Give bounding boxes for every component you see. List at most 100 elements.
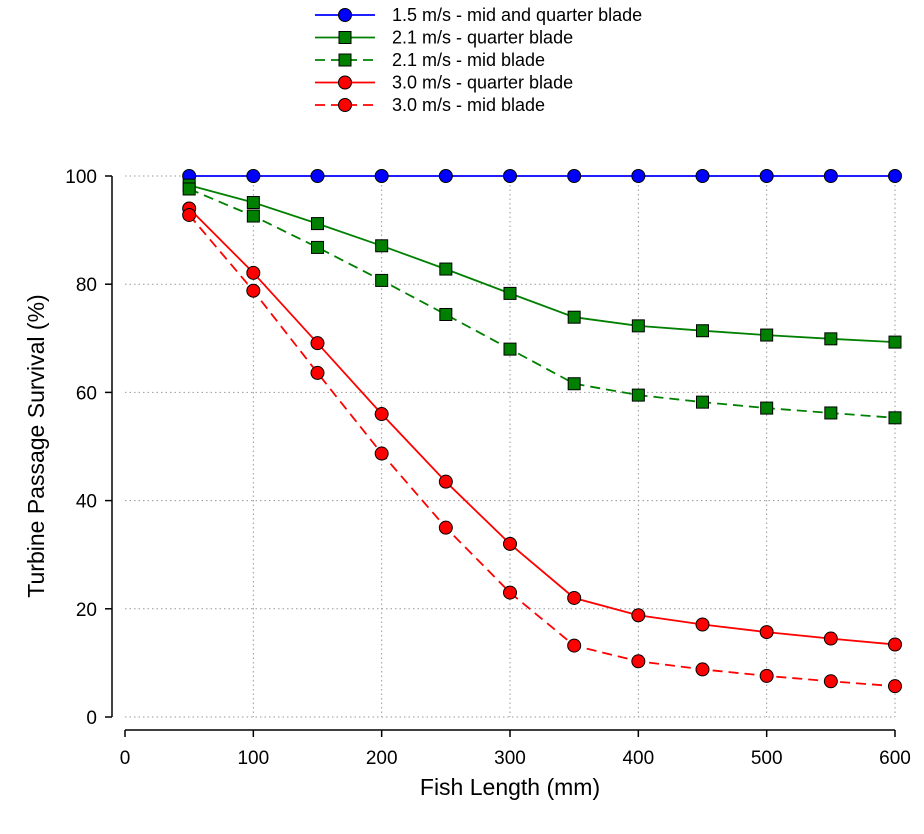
series-4-point-marker: [246, 265, 261, 280]
axes: [111, 176, 895, 731]
series-2: [182, 178, 902, 349]
y-tick-label: 0: [86, 708, 97, 729]
ticks: 0 100 200 300 400 500 600 0 20 40 60 80 100: [65, 167, 911, 769]
series-4-point-marker: [374, 407, 389, 422]
series-4-point-marker: [567, 590, 582, 605]
series-4-point-marker: [310, 336, 325, 351]
series-5-point-marker: [695, 662, 710, 677]
series-1-point-marker: [246, 169, 261, 183]
legend: 1.5 m/s - mid and quarter blade 2.1 m/s -…: [315, 5, 642, 115]
y-axis-title: Turbine Passage Survival (%): [23, 294, 49, 597]
series-1: [182, 169, 902, 183]
x-tick-label: 300: [494, 748, 526, 769]
series-2-point-marker: [567, 310, 581, 324]
x-tick-label: 600: [879, 748, 911, 769]
series-3-point-marker: [375, 273, 389, 287]
series-5: [182, 207, 902, 694]
series-5-point-marker: [438, 520, 453, 535]
series-4-point-marker: [695, 617, 710, 632]
series-3-point-marker: [246, 209, 260, 223]
series-2-point-marker: [696, 324, 709, 338]
legend-marker: [338, 31, 352, 44]
series-4-point-marker: [823, 631, 838, 646]
x-tick-label: 0: [120, 748, 131, 769]
series-2-point-marker: [311, 217, 324, 231]
series-4-point-marker: [888, 637, 902, 652]
y-tick-label: 40: [76, 492, 97, 513]
series-2-point-marker: [503, 286, 517, 300]
series-2-line: [188, 184, 896, 343]
legend-label: 1.5 m/s - mid and quarter blade: [392, 5, 642, 25]
series-lines: [182, 169, 902, 694]
series-3-point-marker: [824, 406, 838, 420]
legend-item-2: 2.1 m/s - quarter blade: [315, 28, 573, 48]
legend-item-1: 1.5 m/s - mid and quarter blade: [315, 5, 642, 25]
series-1-point-marker: [888, 169, 902, 183]
grid: [125, 175, 896, 718]
series-3-point-marker: [503, 342, 517, 356]
legend-marker: [338, 98, 352, 112]
series-3-point-marker: [696, 395, 709, 409]
legend-marker: [338, 53, 352, 67]
y-tick-label: 20: [76, 600, 97, 621]
series-2-point-marker: [760, 328, 774, 342]
series-1-point-marker: [631, 169, 646, 183]
series-5-point-marker: [759, 668, 774, 683]
series-2-point-marker: [824, 332, 838, 346]
legend-label: 3.0 m/s - mid blade: [392, 95, 545, 115]
series-5-point-marker: [503, 585, 517, 600]
series-1-point-marker: [438, 169, 453, 183]
series-5-point-marker: [246, 283, 261, 298]
series-4: [182, 201, 902, 652]
series-1-point-marker: [823, 169, 838, 183]
x-tick-label: 400: [622, 748, 654, 769]
x-tick-label: 100: [237, 748, 269, 769]
series-5-point-marker: [567, 638, 582, 653]
series-4-point-marker: [759, 625, 774, 640]
series-2-point-marker: [246, 196, 260, 210]
series-5-point-marker: [888, 679, 902, 694]
series-1-point-marker: [695, 169, 710, 183]
series-5-point-marker: [182, 207, 197, 222]
legend-item-4: 3.0 m/s - quarter blade: [315, 73, 573, 93]
series-3-point-marker: [182, 182, 196, 196]
series-4-point-marker: [503, 536, 517, 551]
series-4-line: [188, 207, 896, 646]
series-5-line: [188, 214, 896, 688]
series-2-point-marker: [888, 335, 902, 349]
series-1-point-marker: [759, 169, 774, 183]
series-1-point-marker: [310, 169, 325, 183]
y-tick-label: 100: [65, 167, 97, 188]
legend-label: 3.0 m/s - quarter blade: [392, 73, 573, 93]
series-5-point-marker: [310, 365, 325, 380]
series-3-point-marker: [439, 307, 453, 321]
legend-item-3: 2.1 m/s - mid blade: [315, 50, 545, 70]
series-3-point-marker: [567, 377, 581, 391]
series-2-point-marker: [375, 239, 389, 253]
legend-label: 2.1 m/s - mid blade: [392, 50, 545, 70]
series-4-point-marker: [438, 474, 453, 489]
x-tick-label: 500: [751, 748, 783, 769]
legend-item-5: 3.0 m/s - mid blade: [315, 95, 545, 115]
series-1-point-marker: [503, 169, 517, 183]
series-4-point-marker: [631, 608, 646, 623]
series-3-point-marker: [888, 411, 902, 425]
x-axis-title: Fish Length (mm): [420, 774, 600, 800]
y-tick-label: 80: [76, 275, 97, 296]
series-5-point-marker: [823, 674, 838, 689]
legend-label: 2.1 m/s - quarter blade: [392, 28, 573, 48]
series-3-point-marker: [760, 401, 774, 415]
legend-marker: [338, 8, 352, 22]
series-2-point-marker: [631, 319, 645, 333]
series-1-point-marker: [567, 169, 582, 183]
legend-marker: [338, 75, 352, 90]
series-5-point-marker: [631, 654, 646, 669]
series-2-point-marker: [439, 262, 453, 276]
series-3-point-marker: [631, 388, 645, 402]
series-1-point-marker: [374, 169, 389, 183]
series-3-point-marker: [311, 240, 324, 254]
x-tick-label: 200: [366, 748, 398, 769]
series-3-line: [188, 188, 896, 419]
series-5-point-marker: [374, 446, 389, 461]
